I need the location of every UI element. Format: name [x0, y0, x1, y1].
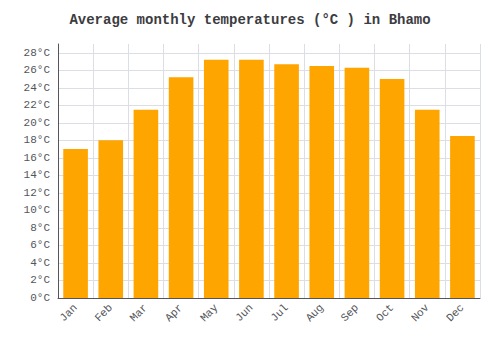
svg-text:Jun: Jun: [233, 302, 255, 324]
svg-text:May: May: [198, 301, 221, 324]
svg-text:8°C: 8°C: [30, 222, 50, 234]
svg-text:Feb: Feb: [93, 302, 115, 324]
svg-text:Sep: Sep: [339, 302, 361, 324]
svg-text:16°C: 16°C: [24, 152, 51, 164]
svg-text:Jan: Jan: [57, 302, 79, 324]
svg-text:12°C: 12°C: [24, 187, 51, 199]
svg-text:28°C: 28°C: [24, 47, 51, 59]
svg-text:Apr: Apr: [163, 302, 185, 324]
svg-text:4°C: 4°C: [30, 257, 50, 269]
svg-text:22°C: 22°C: [24, 99, 51, 111]
svg-text:2°C: 2°C: [30, 274, 50, 286]
svg-text:6°C: 6°C: [30, 239, 50, 251]
svg-text:26°C: 26°C: [24, 64, 51, 76]
svg-text:14°C: 14°C: [24, 169, 51, 181]
svg-text:Aug: Aug: [304, 302, 326, 324]
svg-text:Nov: Nov: [409, 301, 432, 324]
svg-text:20°C: 20°C: [24, 117, 51, 129]
svg-text:10°C: 10°C: [24, 204, 51, 216]
svg-text:Oct: Oct: [374, 302, 396, 324]
svg-text:18°C: 18°C: [24, 134, 51, 146]
svg-text:Average monthly temperatures (: Average monthly temperatures (°C ) in Bh…: [69, 12, 430, 28]
svg-text:0°C: 0°C: [30, 292, 50, 304]
svg-text:24°C: 24°C: [24, 82, 51, 94]
svg-text:Jul: Jul: [268, 302, 290, 324]
svg-text:Mar: Mar: [128, 302, 150, 324]
svg-text:Dec: Dec: [444, 302, 466, 324]
